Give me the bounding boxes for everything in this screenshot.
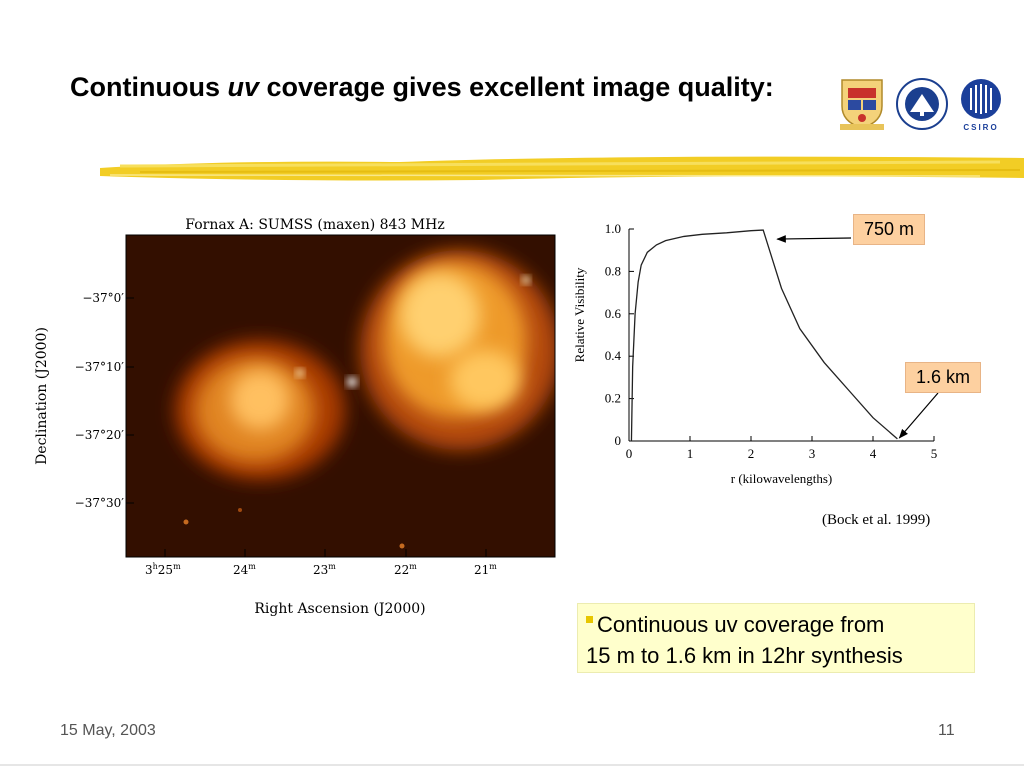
radio-ytick-label: −37°10′ — [75, 360, 125, 374]
page-number: 11 — [938, 722, 955, 739]
bullet-icon — [586, 616, 593, 623]
radio-xtick-label: 23m — [313, 562, 336, 577]
radio-ylabel: Declination (J2000) — [34, 327, 50, 465]
visibility-chart: 0 1 2 3 4 5 0 0.2 0.4 0.6 0.8 1.0 r (kilowavelength… — [572, 221, 939, 486]
university-crest-icon — [840, 79, 884, 130]
highlighter-stroke — [100, 156, 1024, 181]
chart-ticks: 0 1 2 3 4 5 0 0.2 0.4 0.6 0.8 1.0 — [605, 221, 938, 461]
chart-series — [630, 229, 898, 442]
bullet-line-2: 15 m to 1.6 km in 12hr synthesis — [586, 643, 903, 668]
y-tick-label: 0 — [615, 433, 622, 448]
y-tick-label: 0.6 — [605, 306, 622, 321]
telescope-seal-icon — [896, 78, 948, 130]
x-tick-label: 2 — [748, 446, 755, 461]
radio-xtick-label: 22m — [394, 562, 417, 577]
radio-y-ticks: −37°0′ −37°10′ −37°20′ −37°30′ — [75, 291, 134, 510]
x-tick-label: 0 — [626, 446, 633, 461]
title-part2: coverage gives excellent image quality: — [258, 72, 774, 102]
annotation-750m: 750 m — [853, 214, 926, 245]
slide-title: Continuous uv coverage gives excellent i… — [70, 70, 830, 104]
radio-ytick-label: −37°30′ — [75, 496, 125, 510]
footer-date: 15 May, 2003 — [60, 722, 156, 739]
arrow-750m — [776, 235, 852, 243]
csiro-logo-icon: CSIRO — [961, 79, 1001, 132]
radio-xtick-label: 24m — [233, 562, 256, 577]
annotation-arrows — [776, 235, 939, 439]
chart-axes — [628, 229, 934, 442]
visibility-series-line — [630, 229, 898, 442]
radio-ytick-label: −37°20′ — [75, 428, 125, 442]
x-tick-label: 3 — [809, 446, 816, 461]
x-tick-label: 1 — [687, 446, 694, 461]
csiro-logo-text: CSIRO — [963, 123, 998, 132]
chart-xlabel: r (kilowavelengths) — [731, 471, 832, 486]
bullet-box: Continuous uv coverage from 15 m to 1.6 … — [577, 603, 975, 673]
fornax-a-emission — [126, 235, 555, 557]
annotation-1-6km: 1.6 km — [905, 362, 982, 393]
radio-image-figure: Fornax A: SUMSS (maxen) 843 MHz −37°0′ −… — [34, 217, 556, 617]
footer-divider — [0, 764, 1024, 766]
bullet-line-1: Continuous uv coverage from — [586, 609, 966, 640]
radio-xtick-label: 21m — [474, 562, 497, 577]
title-italic: uv — [227, 72, 259, 102]
y-tick-label: 0.2 — [605, 391, 621, 406]
citation: (Bock et al. 1999) — [822, 512, 931, 528]
radio-ytick-label: −37°0′ — [82, 291, 124, 305]
radio-xlabel: Right Ascension (J2000) — [254, 601, 425, 617]
radio-x-ticks: 3h25m 24m 23m 22m 21m — [145, 549, 497, 577]
radio-image-title: Fornax A: SUMSS (maxen) 843 MHz — [185, 217, 444, 233]
x-tick-label: 5 — [931, 446, 938, 461]
arrow-1-6km — [898, 392, 939, 439]
title-part1: Continuous — [70, 72, 228, 102]
radio-xtick-label: 3h25m — [145, 562, 181, 577]
y-tick-label: 0.4 — [605, 348, 622, 363]
y-tick-label: 1.0 — [605, 221, 621, 236]
bullet-text-1: Continuous uv coverage from — [597, 612, 885, 637]
x-tick-label: 4 — [870, 446, 877, 461]
y-tick-label: 0.8 — [605, 263, 621, 278]
chart-ylabel: Relative Visibility — [572, 267, 587, 362]
institution-logos: CSIRO — [840, 78, 1001, 132]
